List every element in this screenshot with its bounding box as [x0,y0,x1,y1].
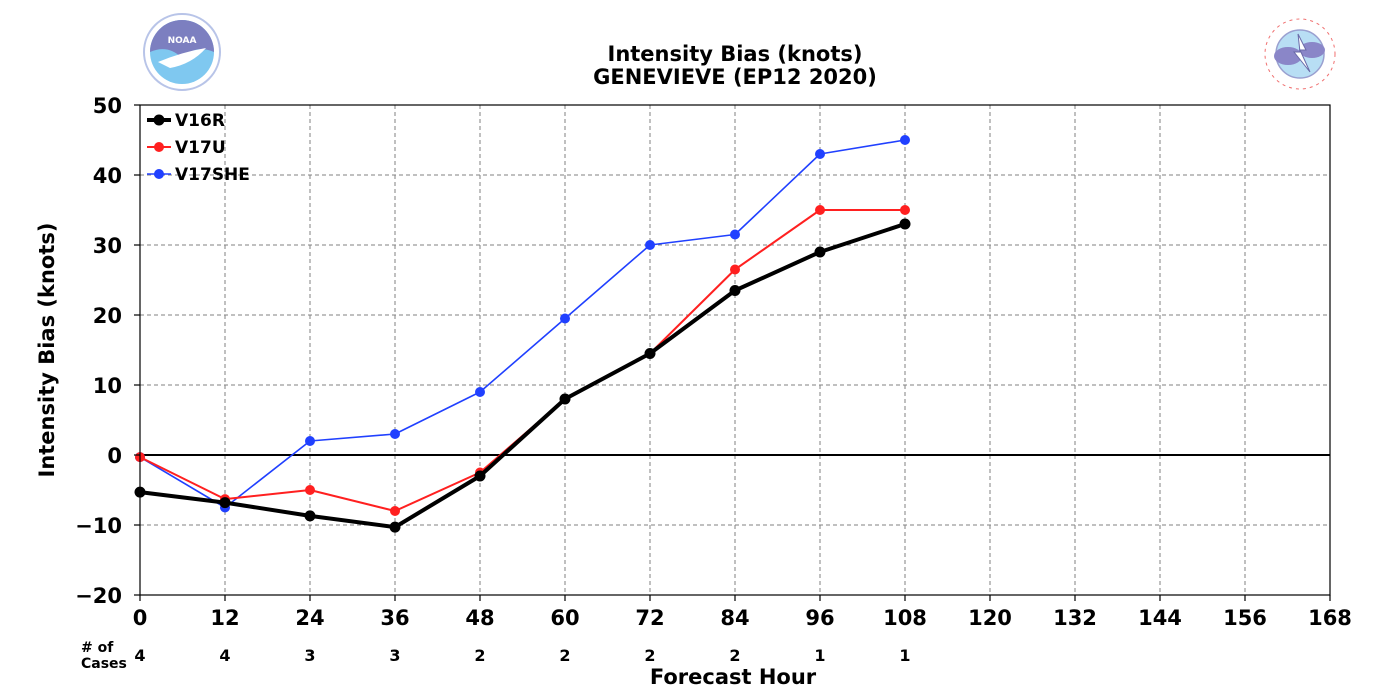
data-point-v16r [474,470,486,482]
x-tick-label: 144 [1138,606,1182,630]
y-axis-label: Intensity Bias (knots) [35,223,59,478]
y-tick-label: −20 [75,584,122,608]
data-point-v17she [475,387,485,397]
chart-subtitle: GENEVIEVE (EP12 2020) [593,65,877,89]
case-count: 2 [474,646,485,665]
data-point-v17u [900,205,910,215]
series-line-v16r [139,222,906,530]
data-point-v17she [900,135,910,145]
x-tick-label: 60 [550,606,579,630]
data-point-v17she [305,436,315,446]
noaa-logo-label: NOAA [168,36,197,46]
y-tick-label: 40 [93,164,122,188]
data-point-v16r [729,285,741,296]
data-point-v16r [814,246,826,258]
y-tick-label: 50 [93,94,122,118]
x-tick-label: 12 [210,606,239,630]
case-count: 3 [389,646,400,665]
legend-marker [154,169,164,179]
data-point-v16r [559,393,571,405]
data-point-v17she [560,313,570,324]
data-point-v17she [390,429,400,439]
x-tick-label: 48 [465,606,494,630]
x-tick-label: 156 [1223,606,1267,630]
legend-label: V16R [175,111,225,131]
case-count: 4 [219,646,230,665]
legend-entry-v17u: V17U [147,138,226,158]
data-point-v17she [645,240,655,250]
x-tick-label: 24 [295,606,324,630]
case-count: 2 [559,646,570,665]
x-tick-label: 96 [805,606,834,630]
nws-logo [1262,16,1338,92]
data-point-v17she [815,149,825,159]
data-point-v17u [390,506,400,516]
legend-marker [154,142,164,152]
case-count: 1 [899,646,910,665]
data-point-v16r [644,348,656,359]
legend-label: V17U [175,138,226,158]
y-tick-label: 0 [107,444,122,468]
x-tick-label: 132 [1053,606,1097,630]
series-v17u [135,205,910,516]
x-tick-label: 0 [133,606,148,630]
cases-label-line1: # of [81,640,114,656]
case-count: 2 [644,646,655,665]
data-point-v16r [899,218,911,230]
y-tick-label: 20 [93,304,122,328]
x-tick-label: 84 [720,606,749,630]
data-point-v17she [730,229,740,240]
y-tick-label: −10 [75,514,122,538]
data-point-v16r [389,521,401,533]
x-tick-label: 36 [380,606,409,630]
x-axis-label: Forecast Hour [650,665,817,689]
data-point-v17u [815,205,825,215]
series-line-v17u [139,209,905,512]
series-v16r [134,218,911,533]
case-count: 3 [304,646,315,665]
case-count: 2 [729,646,740,665]
case-count: 4 [134,646,145,665]
data-point-v16r [219,497,231,509]
x-tick-label: 72 [635,606,664,630]
data-point-v17u [730,264,740,275]
data-point-v16r [304,510,316,522]
chart-title: Intensity Bias (knots) [608,42,863,66]
y-tick-label: 10 [93,374,122,398]
cases-label-line2: Cases [81,656,127,672]
case-count: 1 [814,646,825,665]
legend-entry-v16r: V16R [147,111,225,131]
x-tick-label: 168 [1308,606,1352,630]
series-line-v17she [139,139,906,509]
noaa-logo: NOAA [143,13,221,91]
legend-label: V17SHE [175,165,250,185]
x-tick-label: 120 [968,606,1012,630]
legend-entry-v17she: V17SHE [147,165,250,185]
data-point-v17u [305,485,315,495]
x-tick-label: 108 [883,606,927,630]
legend-marker [153,114,165,126]
y-tick-label: 30 [93,234,122,258]
